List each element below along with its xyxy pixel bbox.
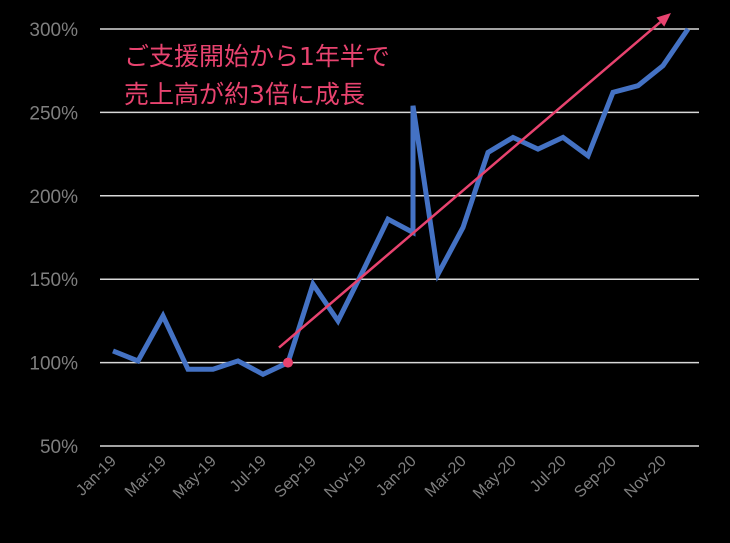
x-axis-ticks: Jan-19 Mar-19 May-19 Jul-19 Sep-19 Nov-19 Jan-… [73,453,670,503]
y-tick-label: 100% [29,354,78,375]
x-tick-label: Mar-19 [122,453,170,501]
y-tick-label: 150% [29,270,78,291]
annotation-line-2: 売上高が約3倍に成長 [124,80,365,109]
x-tick-label: Jul-20 [527,453,570,496]
gridlines [100,28,699,447]
x-tick-label: Sep-19 [271,453,320,502]
x-tick-label: May-19 [170,453,220,503]
y-tick-label: 300% [29,20,78,41]
x-tick-label: Nov-20 [621,453,670,502]
chart-annotation: ご支援開始から1年半で 売上高が約3倍に成長 [124,38,390,114]
x-tick-label: May-20 [470,453,520,503]
x-tick-label: Nov-19 [321,453,370,502]
y-axis-ticks: 50% 100% 150% 200% 250% 300% [29,20,78,458]
trend-arrow [278,21,662,349]
support-start-marker [283,357,293,368]
x-tick-label: Sep-20 [571,453,620,502]
x-tick-label: Jul-19 [227,453,270,496]
y-tick-label: 200% [29,187,78,208]
x-tick-label: Jan-19 [73,453,120,500]
y-tick-label: 50% [40,437,78,458]
x-tick-label: Mar-20 [422,453,470,501]
y-tick-label: 250% [29,103,78,124]
x-tick-label: Jan-20 [373,453,420,500]
annotation-line-1: ご支援開始から1年半で [124,42,390,71]
arrowhead-icon [656,13,671,27]
